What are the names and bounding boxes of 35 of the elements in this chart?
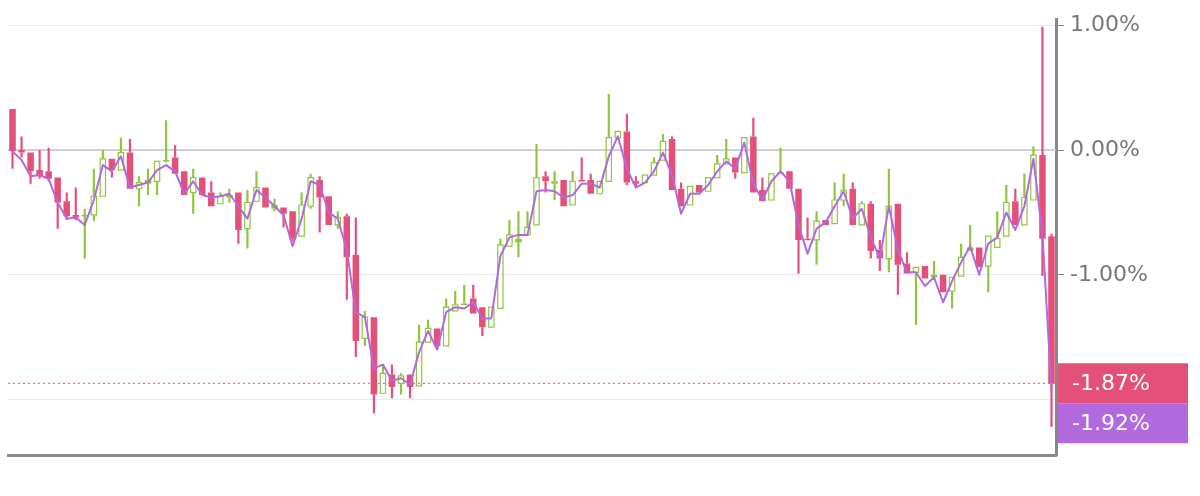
candlestick [984,235,992,294]
candlestick [506,218,513,247]
candlestick [1039,25,1046,278]
candlestick [162,119,170,162]
candlestick [578,156,585,182]
candlestick [542,170,549,194]
candlestick [9,108,16,170]
candlestick [524,210,531,236]
y-tick-label: 1.00% [1070,11,1140,37]
candlestick [253,170,260,202]
candlestick [189,167,197,215]
candlestick [722,137,730,165]
candlestick [235,192,242,245]
candlestick [533,142,540,226]
candlestick [460,283,468,305]
candlestick [551,170,558,202]
candlestick [840,172,847,208]
candlestick [912,266,920,326]
candlestick [442,297,450,347]
candlestick [244,188,251,250]
text: -1.92% [1072,410,1150,435]
candlestick [605,92,613,182]
candlestick [280,207,287,229]
candlestick [54,177,61,230]
candlestick [1021,172,1028,226]
candlestick [135,175,143,208]
y-tick-label: -1.00% [1070,260,1148,286]
candlestick [27,152,34,185]
candlestick [994,210,1001,248]
candlestick [813,210,820,266]
candlestick [90,167,98,223]
candlestick [569,170,576,206]
ref-line-label: -1.87% [1072,370,1150,395]
candlestick [18,135,25,159]
y-tick-label: 0.00% [1070,135,1140,161]
